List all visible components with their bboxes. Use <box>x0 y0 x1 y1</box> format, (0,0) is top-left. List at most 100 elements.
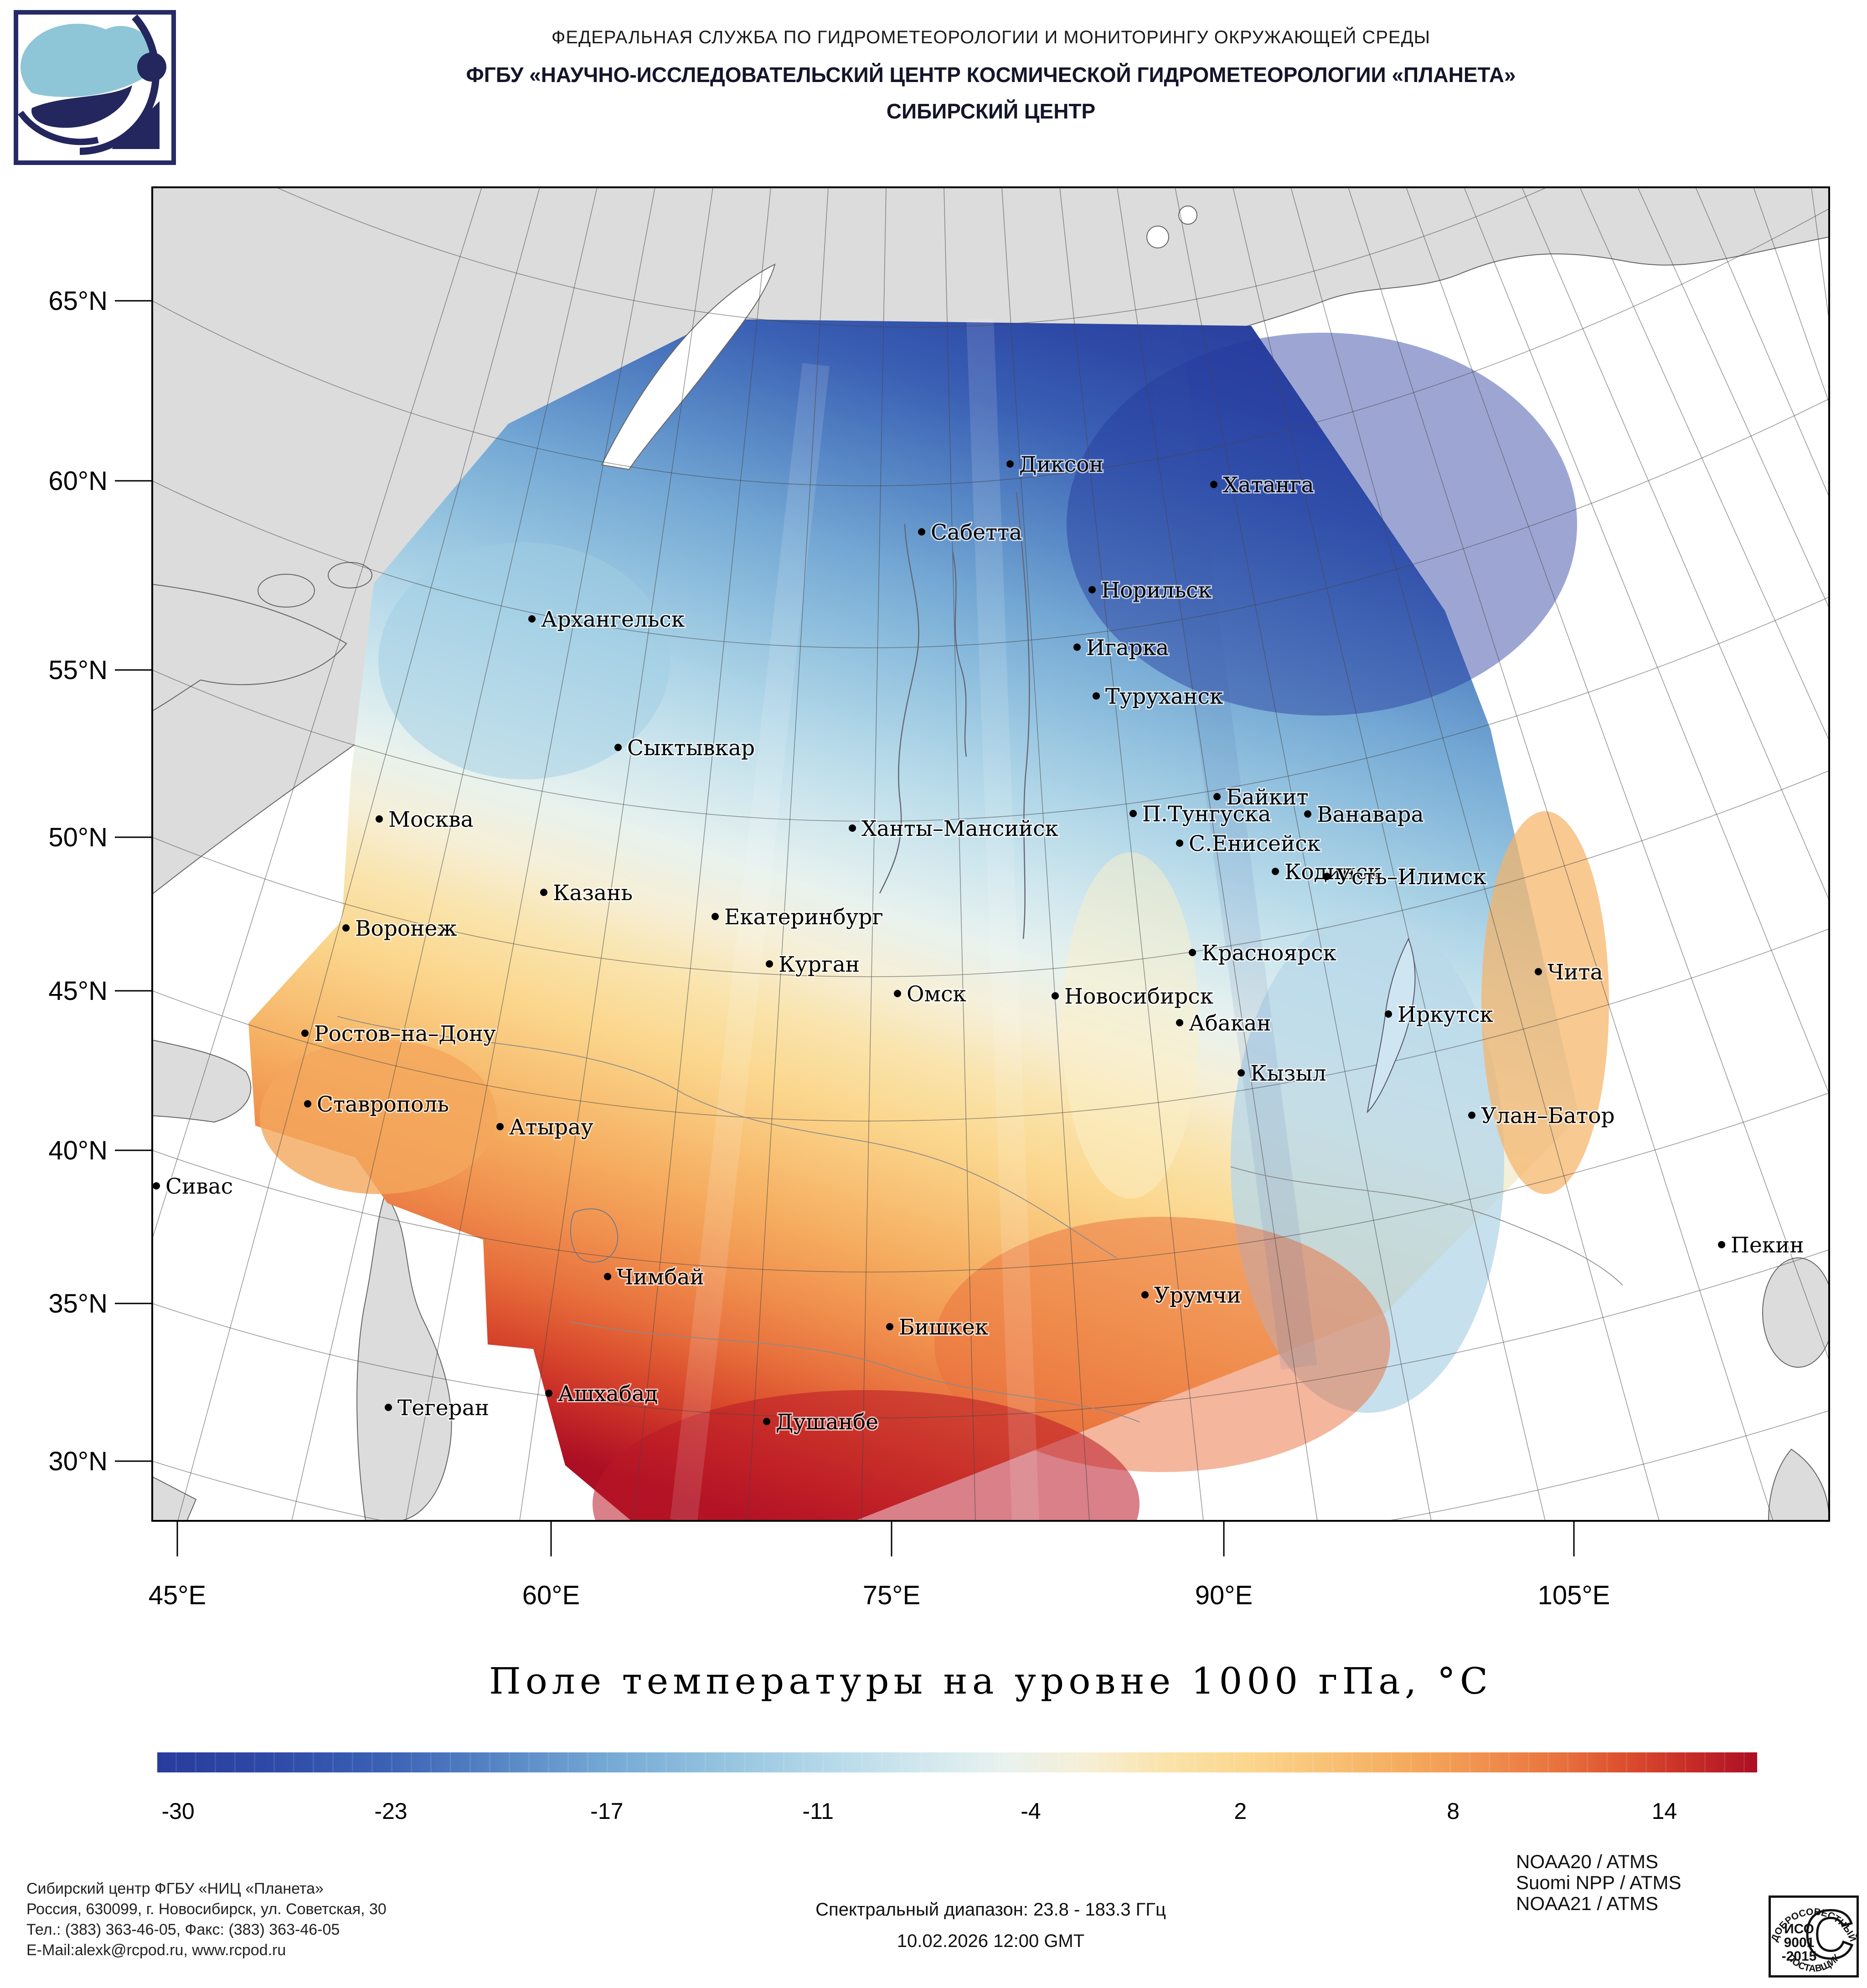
satellite-name: Suomi NPP / ATMS <box>1516 1872 1681 1893</box>
satellite-name: NOAA20 / ATMS <box>1516 1851 1658 1872</box>
city-label: Казань <box>553 881 633 906</box>
city-marker <box>1088 586 1096 593</box>
city-label: Чимбай <box>617 1265 704 1290</box>
city-label: Сивас <box>165 1174 233 1199</box>
colorbar-tick-label: -23 <box>374 1798 407 1824</box>
city-marker <box>1189 949 1196 956</box>
city-label: Воронеж <box>355 916 457 941</box>
city-marker <box>894 990 901 997</box>
city-marker <box>1093 692 1100 700</box>
city-marker <box>376 815 383 823</box>
city-label: Байкит <box>1226 785 1309 810</box>
city-label: Душанбе <box>776 1410 878 1435</box>
aral-sea-outline <box>570 1208 619 1263</box>
lat-tick-label: 60°N <box>48 466 108 496</box>
city-label: Ханты–Мансийск <box>861 816 1058 841</box>
city-marker <box>1141 1291 1149 1298</box>
city-label: Урумчи <box>1154 1283 1241 1308</box>
coastlines-over-field <box>337 492 1623 1422</box>
country-border-kazakhstan <box>337 1016 1117 1258</box>
city-marker <box>604 1273 611 1280</box>
lon-tick-label: 45°E <box>149 1581 206 1610</box>
spectral-range: Спектральный диапазон: 23.8 - 183.3 ГГц <box>815 1900 1166 1920</box>
city-label: Усть–Илимск <box>1336 865 1486 890</box>
city-marker <box>342 924 350 932</box>
city-label: Ростов–на–Дону <box>314 1021 496 1046</box>
novaya-zemlya <box>601 263 776 470</box>
city-label: Улан–Батор <box>1481 1103 1615 1128</box>
city-marker <box>301 1030 309 1037</box>
country-border-central-asia <box>569 1321 1140 1422</box>
city-label: Архангельск <box>541 607 685 632</box>
city-marker <box>918 528 925 536</box>
latitude-axis: 65°N 60°N 55°N 50°N 45°N 40°N 35°N 30°N <box>48 286 152 1476</box>
city-marker <box>540 889 547 896</box>
city-label: Абакан <box>1189 1011 1271 1036</box>
city-label: Кодинск <box>1284 860 1381 885</box>
city-marker <box>886 1323 893 1330</box>
city-marker <box>1385 1010 1392 1018</box>
footer-address-line: Тел.: (383) 363-46-05, Факс: (383) 363-4… <box>26 1921 340 1938</box>
lat-tick-label: 30°N <box>48 1447 108 1476</box>
city-marker <box>1272 868 1279 875</box>
taz-gulf <box>952 551 967 757</box>
city-label: Иркутск <box>1398 1002 1493 1027</box>
cities-layer: Диксон Хатанга Сабетта Норильск Архангельск И… <box>153 451 1805 1436</box>
footer-address-block: Сибирский центр ФГБУ «НИЦ «Планета» Росси… <box>26 1879 387 1961</box>
header: ФЕДЕРАЛЬНАЯ СЛУЖБА ПО ГИДРОМЕТЕОРОЛОГИИ … <box>152 27 1830 124</box>
country-border-mongolia <box>1230 1166 1623 1286</box>
arctic-islands <box>601 206 1197 470</box>
temperature-field <box>248 318 1609 1521</box>
ob-gulf <box>879 524 919 894</box>
sea-areas <box>152 187 1829 1521</box>
satellite-list: NOAA20 / ATMS Suomi NPP / ATMS NOAA21 / AT… <box>1516 1851 1681 1914</box>
caspian-sea <box>356 1193 452 1521</box>
city-label: Кызыл <box>1250 1061 1326 1086</box>
header-org-line: ФЕДЕРАЛЬНАЯ СЛУЖБА ПО ГИДРОМЕТЕОРОЛОГИИ … <box>551 27 1431 47</box>
city-marker <box>1718 1241 1725 1248</box>
city-label: Ванавара <box>1317 802 1424 827</box>
yenisei-gulf <box>1016 492 1030 939</box>
city-marker <box>1176 1019 1183 1026</box>
lat-tick-label: 40°N <box>48 1136 108 1165</box>
temperature-colorbar <box>157 1752 1757 1772</box>
lat-tick-label: 55°N <box>48 655 108 685</box>
city-marker <box>545 1390 552 1397</box>
footer-address-line: Россия, 630099, г. Новосибирск, ул. Сове… <box>26 1900 387 1918</box>
city-label: Сыктывкар <box>627 736 755 761</box>
bohai-sea <box>1762 1257 1829 1368</box>
lake-baikal <box>1367 937 1416 1113</box>
colorbar-tick-label: 2 <box>1234 1798 1247 1824</box>
city-marker <box>1213 793 1221 800</box>
city-label: П.Тунгуска <box>1142 802 1271 827</box>
city-marker <box>1468 1112 1475 1119</box>
city-label: Сабетта <box>931 520 1022 545</box>
city-label: Екатеринбург <box>724 905 883 930</box>
city-label: Чита <box>1547 960 1603 985</box>
colorbar-tick-label: -11 <box>802 1798 834 1824</box>
city-marker <box>1304 810 1311 818</box>
satellite-name: NOAA21 / ATMS <box>1516 1893 1658 1914</box>
baltic-sea <box>152 583 347 712</box>
colorbar-tick-label: 14 <box>1651 1798 1677 1824</box>
city-marker <box>528 615 536 623</box>
lon-tick-label: 60°E <box>522 1581 580 1610</box>
city-label: Туруханск <box>1105 684 1223 709</box>
city-label: Тегеран <box>397 1396 489 1421</box>
city-label: Курган <box>779 952 860 977</box>
iso-center-line: ИСО <box>1784 1921 1814 1936</box>
city-marker <box>304 1100 311 1107</box>
lon-tick-label: 90°E <box>1195 1581 1253 1610</box>
lat-tick-label: 65°N <box>48 286 108 316</box>
city-marker <box>153 1182 160 1190</box>
city-marker <box>614 744 622 751</box>
iso-letter-c: C <box>1805 1898 1854 1973</box>
city-marker <box>385 1404 392 1411</box>
city-label: Новосибирск <box>1064 984 1213 1009</box>
header-center-name: ФГБУ «НАУЧНО-ИССЛЕДОВАТЕЛЬСКИЙ ЦЕНТР КОС… <box>466 63 1516 87</box>
city-label: Ставрополь <box>317 1092 449 1117</box>
colorbar-tick-label: -30 <box>161 1798 195 1824</box>
